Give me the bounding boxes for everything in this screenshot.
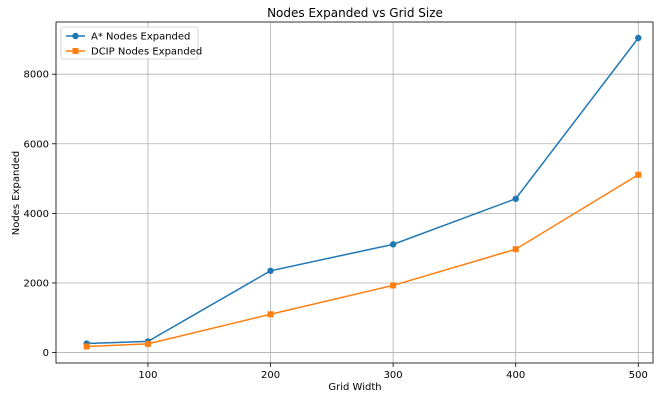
- legend-label-dcip: DCIP Nodes Expanded: [91, 47, 202, 58]
- legend-label-astar: A* Nodes Expanded: [91, 32, 190, 43]
- y-tick-label: 6000: [24, 139, 49, 150]
- series-line-astar: [86, 37, 639, 345]
- data-point-astar: [267, 267, 274, 274]
- x-tick-label: 500: [629, 370, 648, 381]
- x-tick-label: 300: [384, 370, 403, 381]
- data-point-astar: [512, 195, 519, 202]
- y-tick-label: 0: [43, 348, 49, 359]
- x-tick-label: 100: [138, 370, 157, 381]
- plot-frame: [55, 21, 654, 364]
- x-tick-label: 200: [261, 370, 280, 381]
- series-layer: [83, 34, 642, 350]
- data-point-dcip: [635, 171, 642, 178]
- data-point-dcip: [144, 340, 151, 347]
- x-tick-label: 400: [506, 370, 525, 381]
- series-line-dcip: [86, 174, 639, 348]
- y-tick-label: 2000: [24, 278, 49, 289]
- y-axis-label: Nodes Expanded: [11, 151, 22, 235]
- data-point-astar: [389, 241, 397, 248]
- data-point-astar: [635, 34, 642, 42]
- y-axis: 0 2000 4000 6000 8000: [24, 70, 56, 359]
- x-axis-label: Grid Width: [328, 382, 381, 393]
- legend: A* Nodes Expanded DCIP Nodes Expanded: [60, 26, 202, 60]
- data-point-dcip: [512, 246, 519, 253]
- data-point-dcip: [83, 343, 90, 350]
- data-point-dcip: [267, 311, 274, 318]
- legend-box: [60, 26, 199, 60]
- legend-marker-astar: [72, 32, 79, 40]
- y-tick-label: 8000: [24, 70, 49, 81]
- y-tick-label: 4000: [24, 209, 49, 220]
- data-point-dcip: [390, 282, 397, 289]
- x-axis: 100 200 300 400 500: [138, 363, 648, 381]
- legend-marker-dcip: [72, 48, 79, 54]
- chart-title: Nodes Expanded vs Grid Size: [267, 6, 443, 20]
- grid-lines: [56, 22, 653, 363]
